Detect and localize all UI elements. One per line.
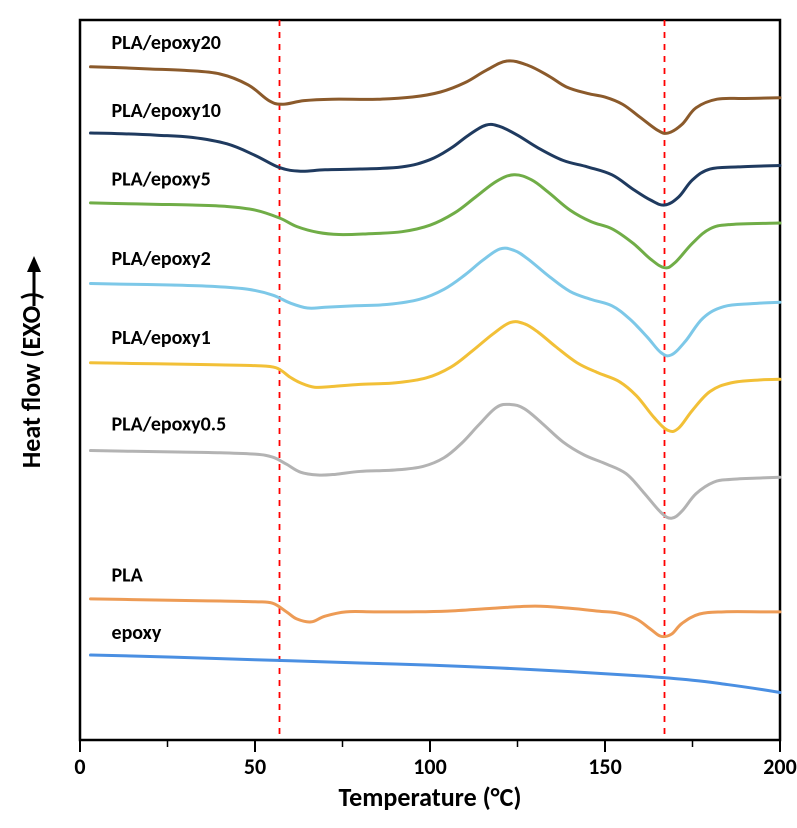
x-axis-ticks: 0 50 100 150 200 — [74, 740, 796, 780]
series-label: PLA/epoxy10 — [112, 99, 221, 123]
x-tick-label: 50 — [244, 753, 266, 780]
series-labels: PLA/epoxy20 PLA/epoxy10 PLA/epoxy5 PLA/epox… — [112, 31, 227, 645]
series-label: PLA/epoxy20 — [112, 31, 221, 55]
series-label: PLA/epoxy5 — [112, 168, 211, 192]
series-epoxy — [91, 655, 781, 692]
chart-svg: PLA/epoxy20PLA/epoxy10PLA/epoxy5PLA/epox… — [0, 0, 797, 828]
series-PLA/epoxy10 — [91, 124, 781, 205]
x-axis-label: Temperature (°C) — [339, 781, 522, 813]
x-tick-label: 0 — [74, 753, 85, 780]
series-label: PLA — [112, 564, 144, 588]
x-tick-label: 150 — [588, 753, 621, 780]
y-axis-text: Heat flow (EXO ) — [15, 292, 47, 468]
x-tick-label: 200 — [763, 753, 796, 780]
y-axis-label: Heat flow (EXO ) — [15, 256, 47, 468]
series-PLA — [91, 599, 781, 637]
series-label: epoxy — [112, 621, 162, 645]
series-group — [91, 61, 781, 693]
series-label: PLA/epoxy2 — [112, 247, 211, 271]
series-label: PLA/epoxy1 — [112, 326, 211, 350]
series-label: PLA/epoxy0.5 — [112, 412, 227, 436]
reference-lines — [280, 20, 665, 740]
x-tick-label: 100 — [413, 753, 446, 780]
dsc-chart-container: PLA/epoxy20PLA/epoxy10PLA/epoxy5PLA/epox… — [0, 0, 797, 828]
